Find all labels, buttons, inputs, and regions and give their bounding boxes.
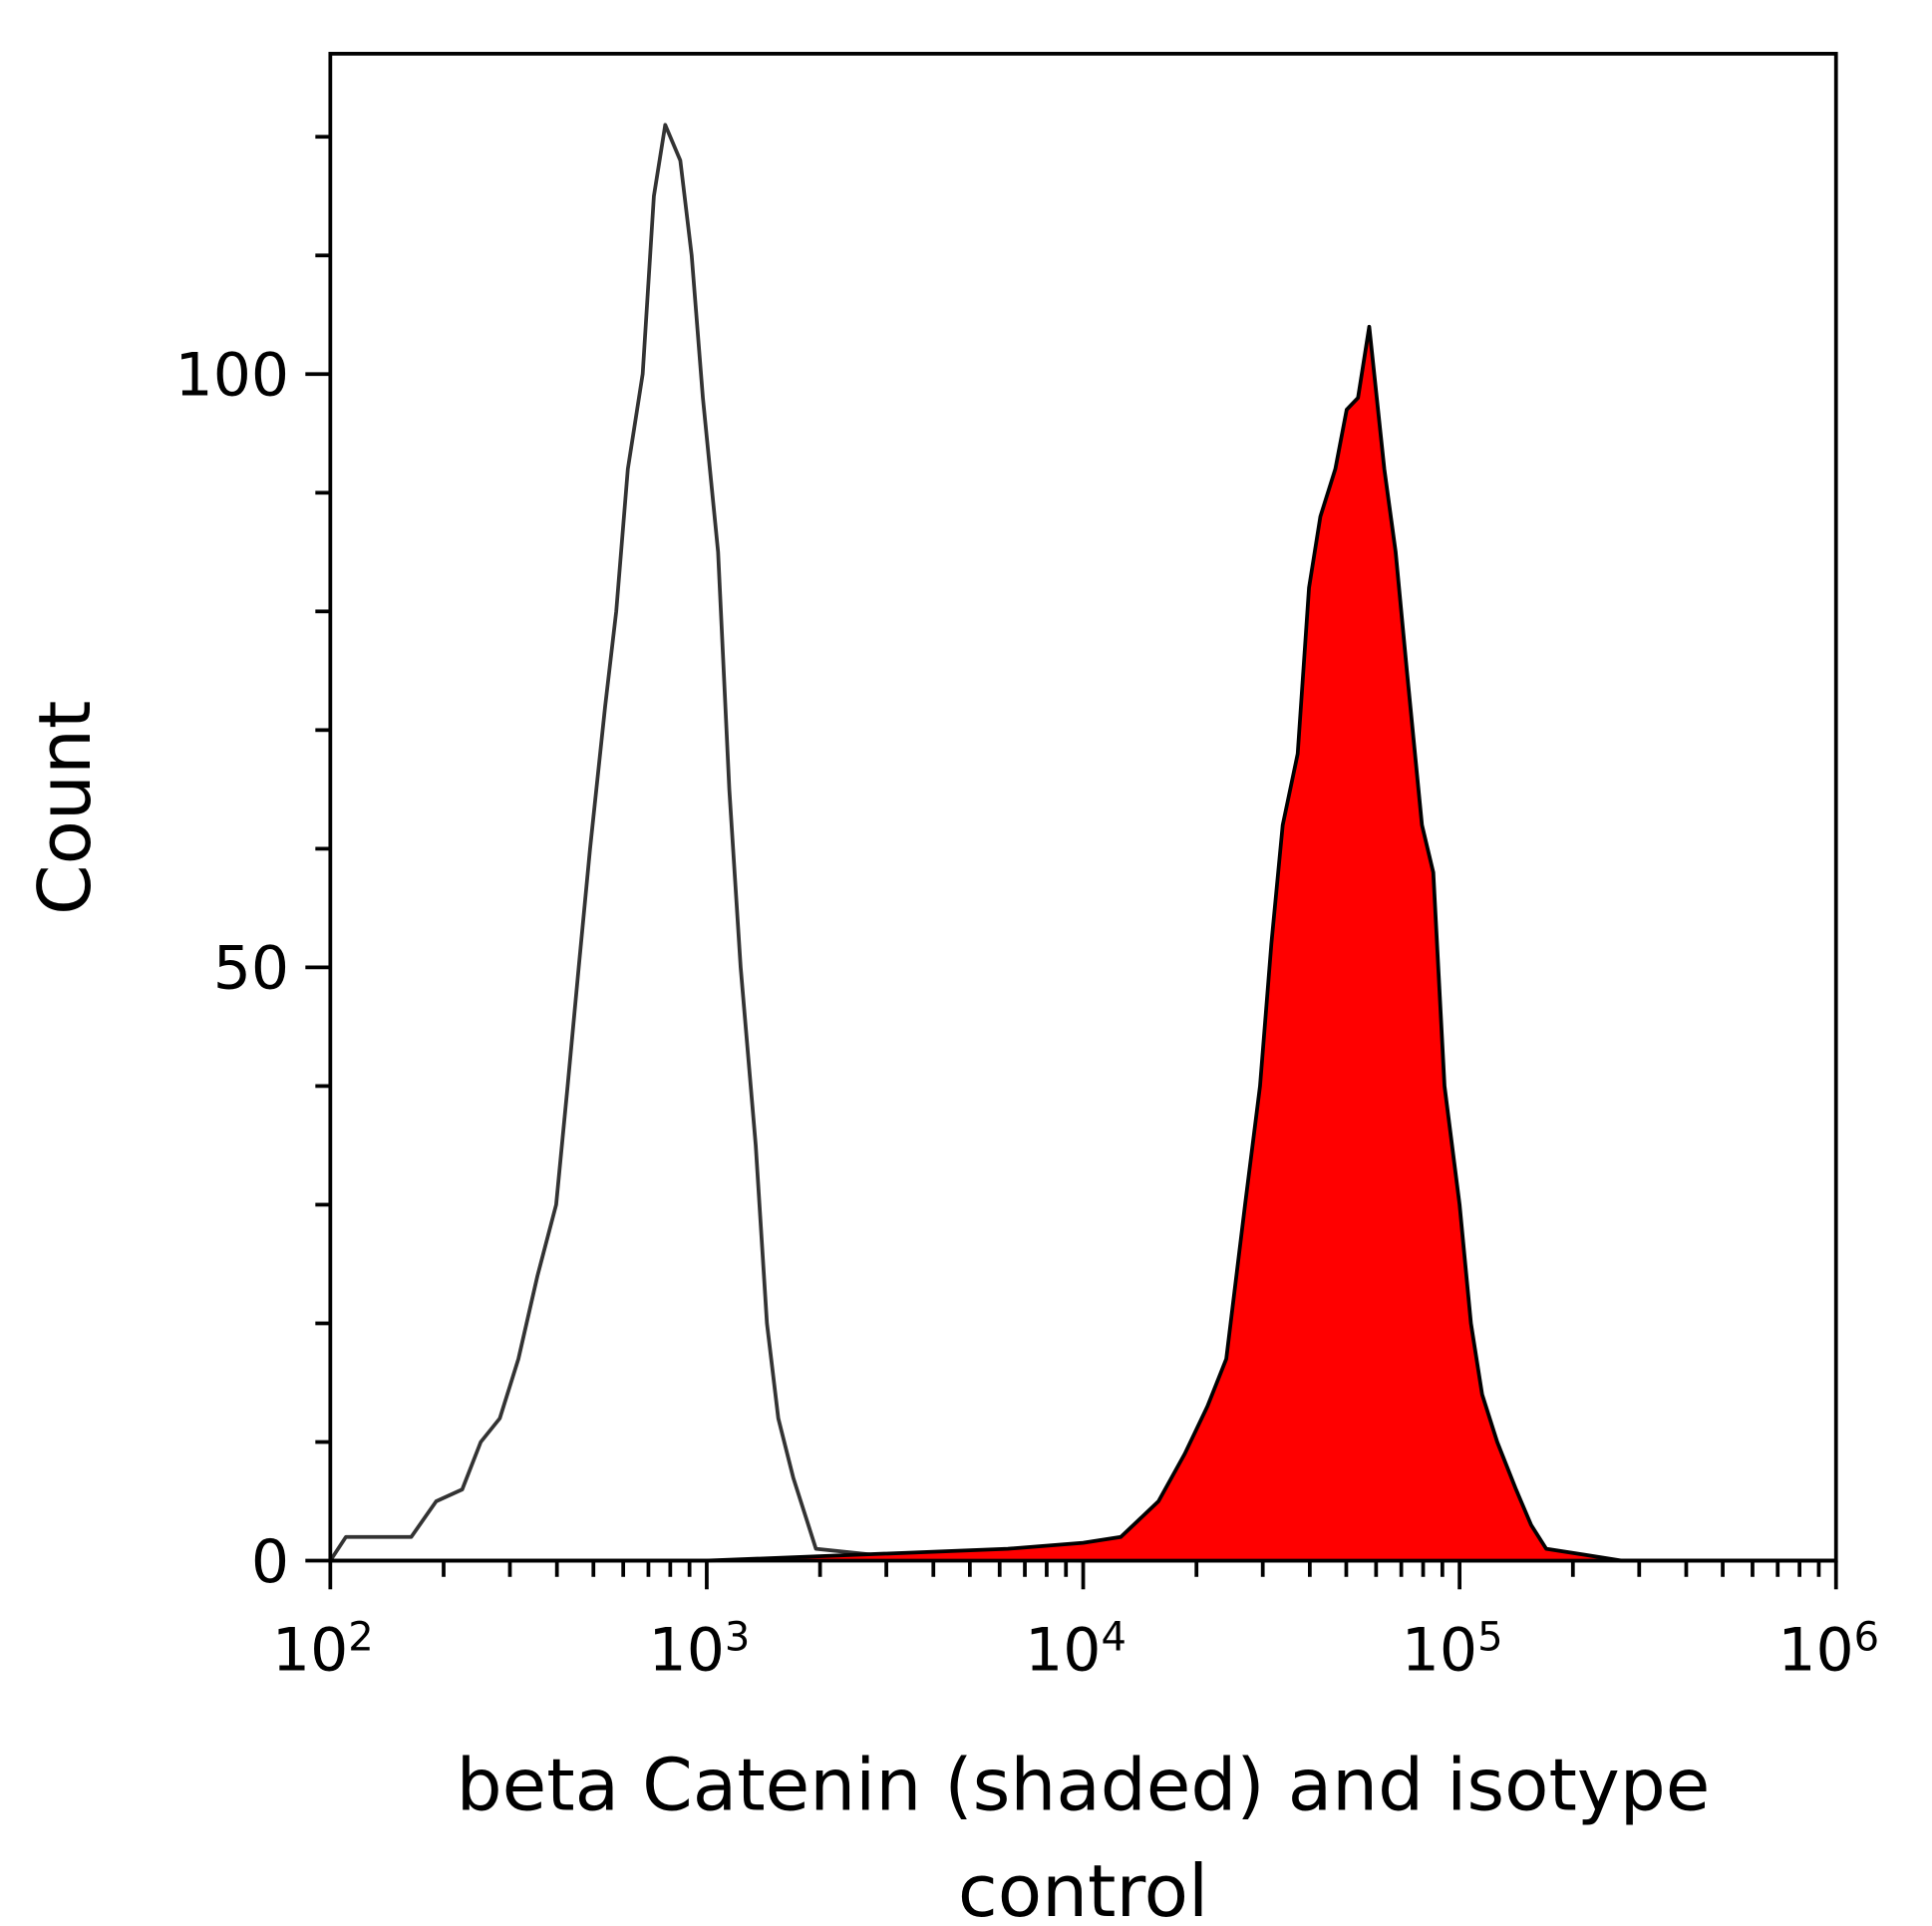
x-tick-label: 104 bbox=[1025, 1615, 1127, 1686]
series-fill-1 bbox=[330, 326, 1836, 1561]
y-tick-label: 0 bbox=[251, 1527, 289, 1597]
x-tick-label: 102 bbox=[272, 1615, 374, 1686]
x-axis-label-line2: control bbox=[958, 1850, 1208, 1926]
y-tick-label: 50 bbox=[213, 934, 289, 1004]
x-tick-label: 105 bbox=[1402, 1615, 1503, 1686]
x-axis-label-line1: beta Catenin (shaded) and isotype bbox=[457, 1745, 1711, 1828]
x-tick-label: 106 bbox=[1777, 1615, 1879, 1686]
ticks-layer: 0 50 100 102 103 104 105 106 bbox=[175, 135, 1879, 1686]
y-axis-label: Count bbox=[24, 701, 108, 915]
series-line-0 bbox=[328, 123, 1836, 1563]
series-layer bbox=[328, 123, 1836, 1563]
series-line-1 bbox=[330, 324, 1836, 1563]
plot-frame bbox=[328, 52, 1838, 1563]
y-tick-label: 100 bbox=[175, 341, 290, 411]
x-tick-label: 103 bbox=[649, 1615, 751, 1686]
